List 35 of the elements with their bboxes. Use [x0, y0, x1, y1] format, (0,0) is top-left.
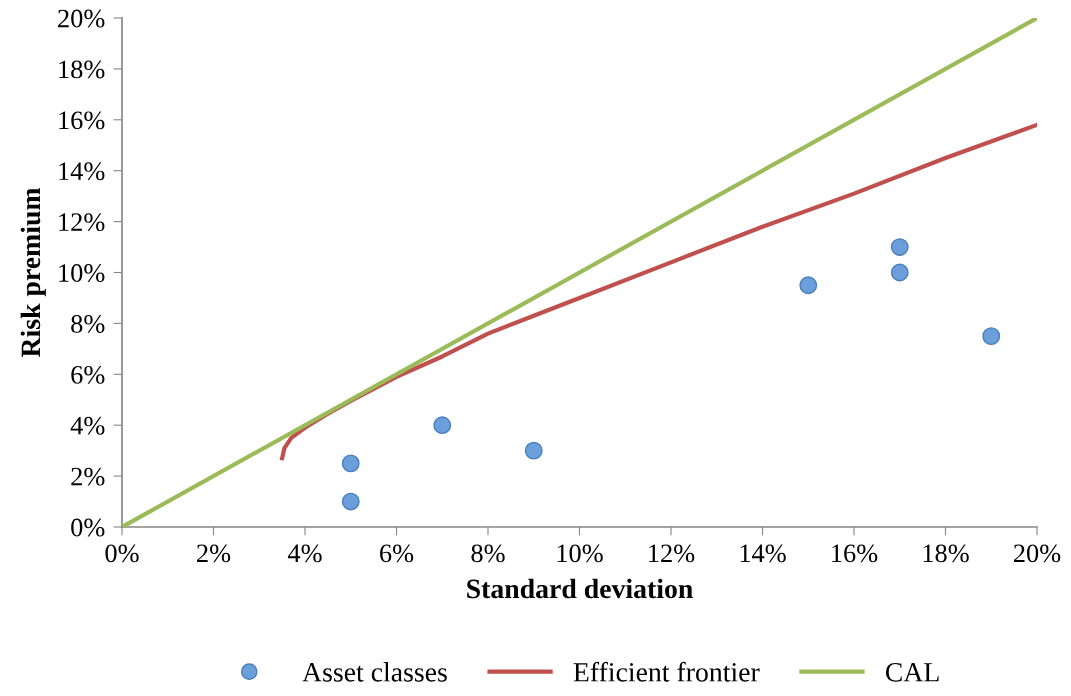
y-tick-label: 10%: [59, 264, 105, 282]
y-tick-label: 18%: [59, 60, 105, 79]
legend-label: Efficient frontier: [573, 661, 760, 682]
point: [341, 492, 360, 511]
x-tick-label: 10%: [557, 544, 603, 563]
y-tick-label: 6%: [71, 365, 105, 384]
x-tick-label: 16%: [832, 544, 878, 563]
x-tick-label: 6%: [380, 544, 414, 563]
x-axis-title: Standard deviation: [467, 578, 693, 599]
x-tick-label: 20%: [1013, 544, 1061, 563]
x-tick-label: 2%: [197, 544, 231, 563]
point: [433, 416, 452, 435]
x-tick-label: 4%: [287, 544, 322, 563]
x-tick-label: 18%: [923, 544, 969, 563]
x-tick-label: 14%: [740, 544, 786, 563]
legend-label: Asset classes: [302, 662, 447, 682]
y-axis-title: Risk premium: [20, 187, 46, 358]
y-tick-label: 16%: [59, 111, 105, 130]
point: [890, 238, 909, 256]
point: [890, 263, 909, 282]
y-tick-label: 12%: [59, 213, 105, 232]
x-tick-label: 8%: [471, 544, 505, 563]
point: [982, 327, 1001, 346]
x-tick-label: 0%: [105, 544, 139, 563]
y-tick-label: 14%: [59, 162, 105, 181]
y-tick-label: 2%: [71, 467, 105, 486]
y-tick-label: 0%: [71, 518, 105, 537]
legend-label: CAL: [885, 662, 939, 682]
x-tick-label: 12%: [649, 544, 695, 563]
y-tick-label: 20%: [58, 9, 105, 28]
point: [799, 276, 818, 295]
y-tick-label: 4%: [70, 416, 105, 435]
y-tick-label: 8%: [71, 315, 105, 333]
point: [341, 454, 360, 473]
point: [524, 441, 543, 460]
